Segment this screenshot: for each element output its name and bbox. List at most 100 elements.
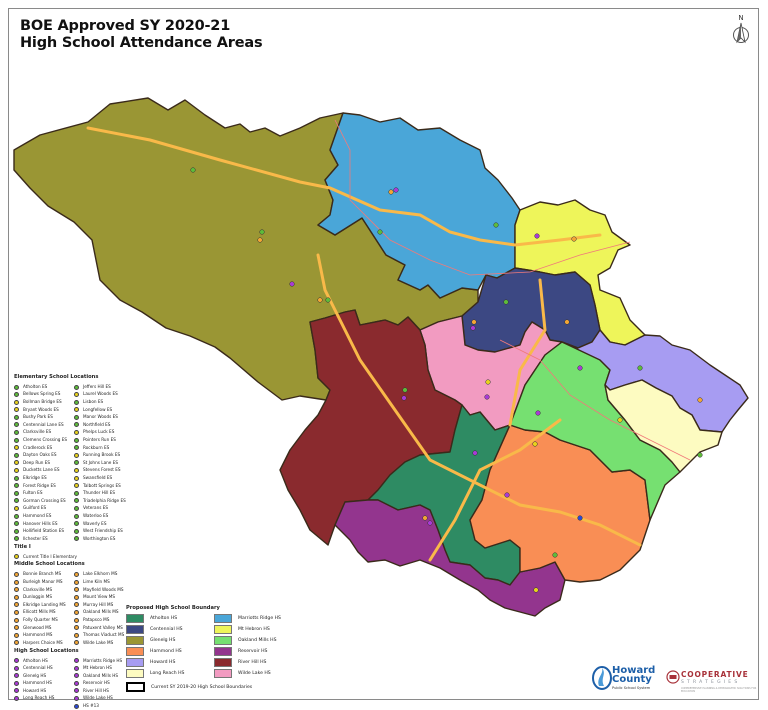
school-marker-icon — [14, 407, 19, 413]
school-marker-icon — [74, 594, 79, 600]
middle-legend-item: Hammond MS — [14, 631, 70, 639]
school-marker-icon — [74, 399, 79, 405]
boundary-color-swatch — [126, 613, 144, 623]
map-title: BOE Approved SY 2020-21 High School Atte… — [20, 18, 263, 52]
title1-marker-icon — [14, 554, 19, 560]
school-marker-icon — [14, 640, 19, 646]
high-legend-item: Reservoir HS — [74, 680, 130, 688]
elementary-legend-item: Thunder Hill ES — [74, 490, 130, 498]
middle-legend-item: Thomas Viaduct MS — [74, 631, 130, 639]
elementary-legend-item: Running Brook ES — [74, 452, 130, 460]
elementary-legend-item: Laurel Woods ES — [74, 391, 130, 399]
school-marker-icon — [74, 521, 79, 527]
elementary-legend-item: Bollman Bridge ES — [14, 398, 70, 406]
elementary-legend-item: Pointers Run ES — [74, 436, 130, 444]
middle-legend-item: Ellicott Mills MS — [14, 609, 70, 617]
school-marker-icon — [74, 422, 79, 428]
boundary-color-swatch — [214, 635, 232, 645]
boundary-color-swatch — [126, 624, 144, 634]
elementary-legend-item: Cradlerock ES — [14, 444, 70, 452]
title1-legend-item: Current Title I Elementary — [14, 553, 130, 561]
highway-lines — [86, 126, 642, 562]
school-marker-icon — [74, 665, 79, 671]
boundary-legend-item: Oakland Mills HS — [214, 635, 296, 645]
school-marker-icon — [14, 490, 19, 496]
school-marker-icon — [74, 703, 79, 709]
school-marker-icon — [74, 632, 79, 638]
elementary-legend-item: Hammond ES — [14, 512, 70, 520]
high-legend-item: Long Reach HS — [14, 695, 70, 703]
boundary-legend-item: River Hill HS — [214, 657, 296, 667]
school-locations-legend: Elementary School Locations Atholton ES B… — [14, 374, 130, 710]
elementary-legend-item: Longfellow ES — [74, 406, 130, 414]
school-marker-icon — [14, 475, 19, 481]
north-arrow-icon: N — [733, 14, 749, 44]
middle-legend-item: Clarksville MS — [14, 586, 70, 594]
school-marker-icon — [74, 460, 79, 466]
school-marker-icon — [14, 384, 19, 390]
school-marker-icon — [74, 468, 79, 474]
school-marker-icon — [74, 452, 79, 458]
elementary-legend-item: Clarksville ES — [14, 429, 70, 437]
school-marker-icon — [74, 617, 79, 623]
boundary-legend-item: Glenelg HS — [126, 635, 208, 645]
boundary-legend-item: Mt Hebron HS — [214, 624, 296, 634]
school-marker-icon — [14, 673, 19, 679]
elementary-legend-item: Ilchester ES — [14, 535, 70, 543]
middle-legend-item: Lake Elkhorn MS — [74, 571, 130, 579]
elementary-legend-item: Gorman Crossing ES — [14, 497, 70, 505]
elementary-legend-item: West Friendship ES — [74, 527, 130, 535]
title-line-1: BOE Approved SY 2020-21 — [20, 18, 231, 34]
boundary-color-swatch — [126, 657, 144, 667]
boundary-legend: Proposed High School Boundary Atholton H… — [126, 605, 296, 692]
boundary-color-swatch — [126, 646, 144, 656]
elementary-legend-item: Stevens Forest ES — [74, 467, 130, 475]
state-road-lines — [334, 119, 691, 461]
boundary-legend-item: Centennial HS — [126, 624, 208, 634]
school-marker-icon — [14, 483, 19, 489]
school-marker-icon — [74, 407, 79, 413]
elementary-legend-item: Lisbon ES — [74, 398, 130, 406]
high-legend-item: Hammond HS — [14, 680, 70, 688]
school-marker-icon — [14, 392, 19, 398]
school-marker-icon — [14, 422, 19, 428]
school-marker-icon — [74, 475, 79, 481]
elementary-legend-item: Manor Woods ES — [74, 414, 130, 422]
school-marker-icon — [74, 414, 79, 420]
boundary-legend-item: Wilde Lake HS — [214, 668, 296, 678]
school-marker-icon — [14, 688, 19, 694]
svg-text:N: N — [738, 14, 743, 22]
middle-legend-item: Murray Hill MS — [74, 601, 130, 609]
elementary-legend-item: Rockburn ES — [74, 444, 130, 452]
school-marker-icon — [14, 617, 19, 623]
elementary-legend-item: Ducketts Lane ES — [14, 467, 70, 475]
school-marker-icon — [14, 460, 19, 466]
school-marker-icon — [74, 602, 79, 608]
elementary-legend-item: Triadelphia Ridge ES — [74, 497, 130, 505]
school-marker-icon — [74, 680, 79, 686]
school-marker-icon — [74, 640, 79, 646]
school-marker-icon — [14, 632, 19, 638]
school-marker-icon — [14, 513, 19, 519]
school-marker-icon — [14, 536, 19, 542]
high-legend-item: Wilde Lake HS — [74, 695, 130, 703]
cooperative-strategies-tagline: COMPREHENSIVE PLANNING & DEMOGRAPHIC SOL… — [681, 687, 757, 693]
school-marker-icon — [74, 658, 79, 664]
elementary-legend-item: Jeffers Hill ES — [74, 383, 130, 391]
high-legend-item: River Hill HS — [74, 687, 130, 695]
high-legend-item: Oakland Mills HS — [74, 672, 130, 680]
school-marker-icon — [14, 609, 19, 615]
middle-legend-item: Oakland Mills MS — [74, 609, 130, 617]
elementary-legend-item: Dayton Oaks ES — [14, 452, 70, 460]
school-marker-icon — [74, 609, 79, 615]
elementary-legend-item: Atholton ES — [14, 383, 70, 391]
elementary-legend-item: Fulton ES — [14, 490, 70, 498]
elementary-legend-item: Worthington ES — [74, 535, 130, 543]
school-marker-icon — [14, 414, 19, 420]
school-marker-icon — [14, 452, 19, 458]
middle-legend-item: Patapsco MS — [74, 616, 130, 624]
elementary-col-1: Atholton ES Bellows Spring ES Bollman Brid… — [14, 383, 70, 542]
middle-legend-item: Folly Quarter MS — [14, 616, 70, 624]
elementary-col-2: Jeffers Hill ES Laurel Woods ES Lisbon ES L… — [74, 383, 130, 542]
